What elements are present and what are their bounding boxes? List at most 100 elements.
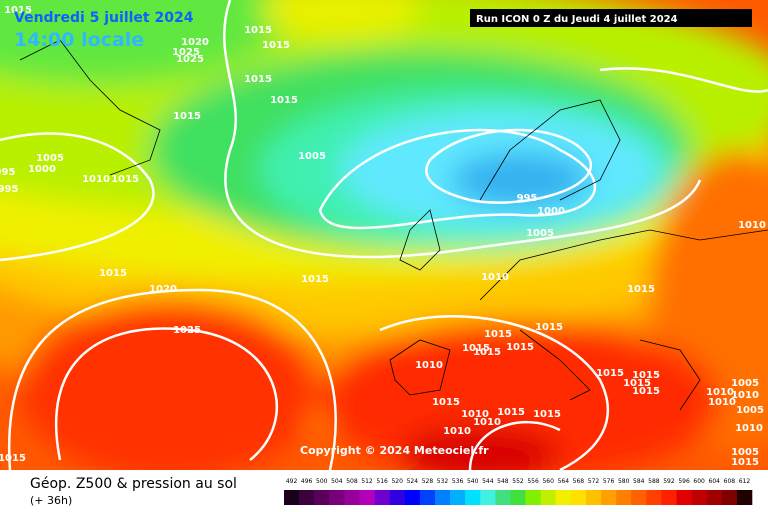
- scale-swatch: [480, 490, 496, 505]
- scale-swatch: [601, 490, 617, 505]
- scale-label: 600: [693, 478, 705, 485]
- isobar-label: 1025: [176, 54, 204, 65]
- isobar-label: 1005: [298, 151, 326, 162]
- scale-swatch: [646, 490, 662, 505]
- scale-swatch: [540, 490, 557, 505]
- isobar-label: 995: [0, 184, 18, 195]
- scale-swatch: [344, 490, 360, 505]
- legend-lead: (+ 36h): [30, 494, 72, 507]
- copyright: Copyright © 2024 Meteociel.fr: [300, 444, 489, 457]
- scale-label: 500: [316, 478, 328, 485]
- scale-swatch: [314, 490, 330, 505]
- scale-swatch: [434, 490, 451, 505]
- scale-label: 576: [603, 478, 615, 485]
- isobar-label: 1015: [473, 347, 501, 358]
- scale-label: 548: [497, 478, 509, 485]
- scale-swatch: [450, 490, 466, 505]
- scale-swatch: [585, 490, 602, 505]
- scale-label: 512: [361, 478, 373, 485]
- isobar-label: 1015: [4, 5, 32, 16]
- isobar-label: 1010: [82, 174, 110, 185]
- isobar-label: 1005: [526, 228, 554, 239]
- isobar-label: 1015: [244, 25, 272, 36]
- isobar-label: 1015: [0, 453, 26, 464]
- isobar-label: 1005: [731, 378, 759, 389]
- scale-label: 496: [301, 478, 313, 485]
- scale-swatch: [736, 490, 753, 505]
- scale-label: 560: [542, 478, 554, 485]
- scale-swatch: [329, 490, 345, 505]
- scale-swatch: [465, 490, 481, 505]
- isobar-label: 1015: [632, 370, 660, 381]
- isobar-label: 1000: [28, 164, 56, 175]
- map-time: 14:00 locale: [14, 29, 144, 51]
- scale-label: 580: [618, 478, 630, 485]
- scale-swatch: [570, 490, 587, 505]
- scale-label: 604: [709, 478, 721, 485]
- scale-swatch: [706, 490, 723, 505]
- scale-label: 492: [286, 478, 298, 485]
- isobar-label: 1015: [244, 74, 272, 85]
- scale-label: 524: [407, 478, 419, 485]
- scale-label: 528: [422, 478, 434, 485]
- isobar-labels: 1015101510151020102510251015101510151005…: [0, 5, 766, 468]
- scale-swatch: [284, 490, 300, 505]
- scale-label: 504: [331, 478, 343, 485]
- scale-swatch: [374, 490, 390, 505]
- scale-label: 536: [452, 478, 464, 485]
- isobar-label: 1010: [735, 423, 763, 434]
- scale-label: 588: [648, 478, 660, 485]
- isobar-label: 1015: [632, 386, 660, 397]
- isobar-label: 1015: [99, 268, 127, 279]
- scale-label: 508: [346, 478, 358, 485]
- isobar-label: 995: [517, 193, 538, 204]
- isobar-label: 1015: [301, 274, 329, 285]
- run-label: Run ICON 0 Z du Jeudi 4 juillet 2024: [476, 14, 678, 25]
- isobar-label: 1010: [481, 272, 509, 283]
- isobar-label: 1010: [443, 426, 471, 437]
- scale-swatch: [389, 490, 406, 505]
- isobar-label: 1015: [506, 342, 534, 353]
- scale-label: 552: [512, 478, 524, 485]
- isobar-label: 1000: [537, 206, 565, 217]
- isobar-label: 1010: [415, 360, 443, 371]
- scale-label: 612: [739, 478, 751, 485]
- color-scale: 492 496 500 504 508 512 516 520 524 528 532 536 540 5…: [284, 478, 753, 505]
- isobar-label: 1005: [731, 447, 759, 458]
- scale-swatch: [616, 490, 632, 505]
- scale-label: 520: [391, 478, 403, 485]
- scale-label: 568: [573, 478, 585, 485]
- scale-swatch: [691, 490, 708, 505]
- isobar-label: 1015: [535, 322, 563, 333]
- isobar-label: 1010: [473, 417, 501, 428]
- scale-label: 544: [482, 478, 494, 485]
- isobar-label: 1015: [497, 407, 525, 418]
- isobars: [0, 0, 768, 470]
- isobar-label: 1015: [627, 284, 655, 295]
- map-date: Vendredi 5 juillet 2024: [14, 10, 194, 26]
- scale-swatch: [676, 490, 692, 505]
- isobar-label: 1015: [173, 111, 201, 122]
- isobar-label: 995: [0, 167, 15, 178]
- scale-swatch: [404, 490, 421, 505]
- isobar-label: 1010: [706, 387, 734, 398]
- isobar-label: 1015: [270, 95, 298, 106]
- scale-label: 540: [467, 478, 479, 485]
- isobar-label: 1010: [731, 390, 759, 401]
- scale-swatch: [555, 490, 572, 505]
- scale-label: 592: [663, 478, 675, 485]
- scale-swatch: [721, 490, 738, 505]
- scale-label: 608: [724, 478, 736, 485]
- isobar-label: 1015: [484, 329, 512, 340]
- scale-swatch: [661, 490, 677, 505]
- scale-label: 556: [527, 478, 539, 485]
- scale-swatch: [495, 490, 511, 505]
- isobar-label: 1015: [111, 174, 139, 185]
- scale-swatch: [510, 490, 526, 505]
- scale-swatch: [419, 490, 436, 505]
- coastlines: [19, 39, 768, 411]
- scale-swatch: [359, 490, 375, 505]
- isobar-label: 1015: [462, 343, 490, 354]
- isobar-label: 1015: [432, 397, 460, 408]
